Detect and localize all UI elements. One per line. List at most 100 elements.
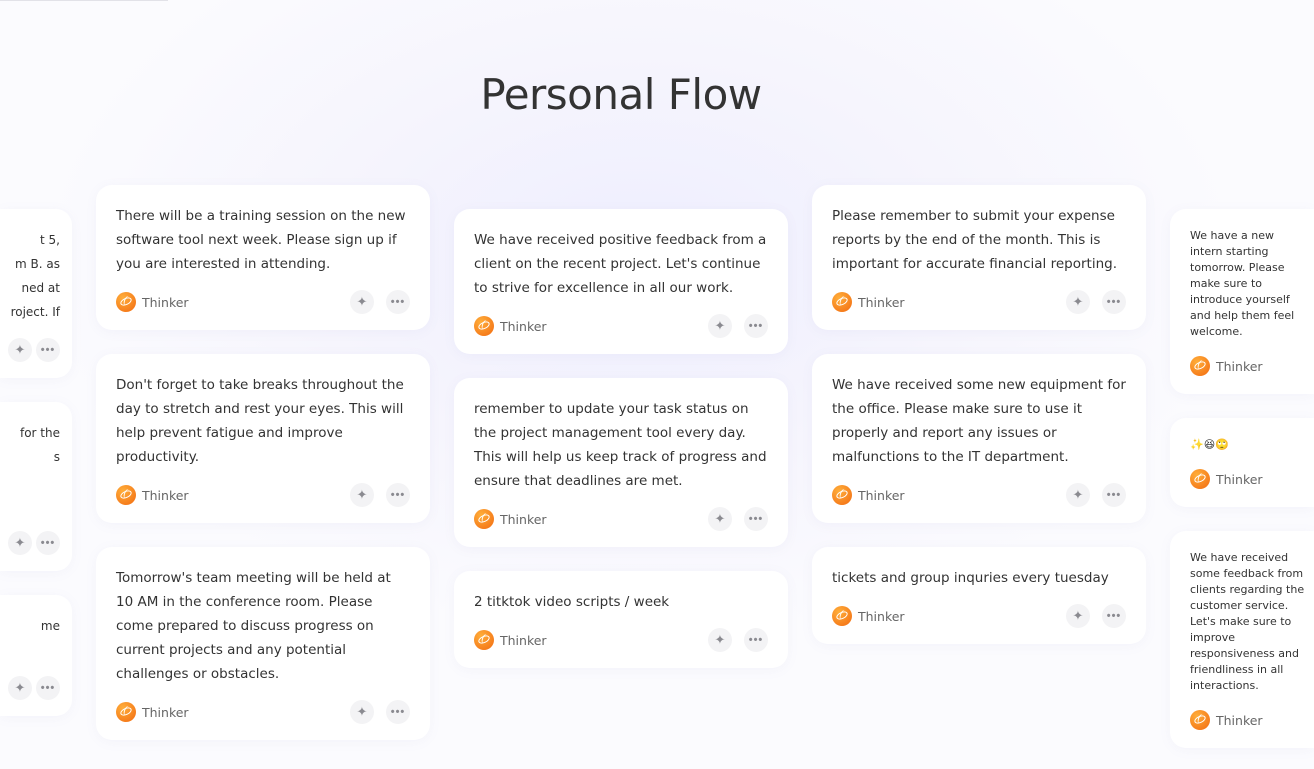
thinker-logo-icon xyxy=(1190,710,1210,730)
thinker-logo-icon xyxy=(116,292,136,312)
thinker-logo-icon xyxy=(832,606,852,626)
note-text: We have received positive feedback from … xyxy=(474,232,767,296)
note-footer: Thinker ✦ ••• xyxy=(474,628,768,652)
thinker-logo-icon xyxy=(1190,469,1210,489)
thinker-logo-icon xyxy=(832,292,852,312)
more-dots-icon[interactable]: ••• xyxy=(36,676,60,700)
column-3: Please remember to submit your expense r… xyxy=(812,185,1146,644)
note-card[interactable]: remember to update your task status on t… xyxy=(454,378,788,547)
note-text-line xyxy=(0,469,60,493)
note-text: Please remember to submit your expense r… xyxy=(832,208,1118,272)
sparkle-icon[interactable]: ✦ xyxy=(708,507,732,531)
more-dots-icon[interactable]: ••• xyxy=(36,531,60,555)
note-card[interactable]: Don't forget to take breaks throughout t… xyxy=(96,354,430,523)
note-card[interactable]: ✨😆🙄 Thinker xyxy=(1170,418,1314,507)
sparkle-icon[interactable]: ✦ xyxy=(708,628,732,652)
more-dots-icon[interactable]: ••• xyxy=(386,483,410,507)
note-text-line: roject. If xyxy=(10,305,60,319)
thinker-logo-icon xyxy=(474,630,494,650)
note-text: for the s xyxy=(0,421,60,517)
note-text: me xyxy=(0,614,60,662)
note-text: ✨😆🙄 xyxy=(1190,438,1229,451)
note-footer: Thinker ✦ ••• xyxy=(832,290,1126,314)
note-footer: ✦ ••• xyxy=(0,531,60,555)
note-footer: Thinker ✦ ••• xyxy=(474,507,768,531)
more-dots-icon[interactable]: ••• xyxy=(744,628,768,652)
sparkle-icon[interactable]: ✦ xyxy=(8,676,32,700)
author-label: Thinker xyxy=(500,511,547,527)
note-text: We have received some new equipment for … xyxy=(832,377,1126,465)
thinker-logo-icon xyxy=(1190,356,1210,376)
note-card[interactable]: We have received some feedback from clie… xyxy=(1170,531,1314,748)
note-text-line xyxy=(0,638,60,662)
more-dots-icon[interactable]: ••• xyxy=(1102,290,1126,314)
note-card[interactable]: We have received positive feedback from … xyxy=(454,209,788,354)
thinker-logo-icon xyxy=(474,509,494,529)
note-card[interactable]: t 5, m B. as ned at roject. If ✦ ••• xyxy=(0,209,72,378)
sparkle-icon[interactable]: ✦ xyxy=(1066,604,1090,628)
note-card[interactable]: Tomorrow's team meeting will be held at … xyxy=(96,547,430,740)
more-dots-icon[interactable]: ••• xyxy=(744,507,768,531)
note-text-line: s xyxy=(53,450,60,464)
note-text: There will be a training session on the … xyxy=(116,208,406,272)
more-dots-icon[interactable]: ••• xyxy=(386,290,410,314)
note-text-line xyxy=(0,493,60,517)
author-label: Thinker xyxy=(500,632,547,648)
note-footer: Thinker xyxy=(1190,467,1308,491)
sparkle-icon[interactable]: ✦ xyxy=(1066,483,1090,507)
author-label: Thinker xyxy=(142,487,189,503)
column-4: We have a new intern starting tomorrow. … xyxy=(1170,209,1314,748)
note-card[interactable]: 2 titktok video scripts / week Thinker ✦ ••… xyxy=(454,571,788,668)
note-footer: Thinker ✦ ••• xyxy=(116,290,410,314)
sparkle-icon[interactable]: ✦ xyxy=(350,290,374,314)
author-label: Thinker xyxy=(142,294,189,310)
more-dots-icon[interactable]: ••• xyxy=(744,314,768,338)
more-dots-icon[interactable]: ••• xyxy=(36,338,60,362)
more-dots-icon[interactable]: ••• xyxy=(1102,483,1126,507)
thinker-logo-icon xyxy=(116,702,136,722)
note-footer: Thinker ✦ ••• xyxy=(474,314,768,338)
note-text: remember to update your task status on t… xyxy=(474,401,767,489)
note-card[interactable]: There will be a training session on the … xyxy=(96,185,430,330)
note-text: t 5, m B. as ned at roject. If xyxy=(0,228,60,324)
note-footer: ✦ ••• xyxy=(0,338,60,362)
note-text: tickets and group inquries every tuesday xyxy=(832,570,1109,586)
note-text-line: me xyxy=(40,619,60,633)
note-footer: Thinker ✦ ••• xyxy=(832,604,1126,628)
author-label: Thinker xyxy=(1216,712,1263,728)
more-dots-icon[interactable]: ••• xyxy=(1102,604,1126,628)
top-divider xyxy=(0,0,168,1)
note-footer: Thinker ✦ ••• xyxy=(832,483,1126,507)
more-dots-icon[interactable]: ••• xyxy=(386,700,410,724)
note-card[interactable]: me ✦ ••• xyxy=(0,595,72,716)
sparkle-icon[interactable]: ✦ xyxy=(8,338,32,362)
author-label: Thinker xyxy=(1216,358,1263,374)
sparkle-icon[interactable]: ✦ xyxy=(708,314,732,338)
sparkle-icon[interactable]: ✦ xyxy=(8,531,32,555)
thinker-logo-icon xyxy=(474,316,494,336)
note-text: Tomorrow's team meeting will be held at … xyxy=(116,570,391,682)
note-card[interactable]: tickets and group inquries every tuesday… xyxy=(812,547,1146,644)
sparkle-icon[interactable]: ✦ xyxy=(350,483,374,507)
note-text-line: for the xyxy=(19,426,60,440)
note-footer: Thinker xyxy=(1190,354,1308,378)
note-text: Don't forget to take breaks throughout t… xyxy=(116,377,404,465)
column-0: t 5, m B. as ned at roject. If ✦ ••• for the s ✦… xyxy=(0,209,72,716)
note-text: We have received some feedback from clie… xyxy=(1190,551,1305,692)
sparkle-icon[interactable]: ✦ xyxy=(1066,290,1090,314)
sparkle-icon[interactable]: ✦ xyxy=(350,700,374,724)
note-text-line: t 5, xyxy=(40,233,60,247)
note-card[interactable]: Please remember to submit your expense r… xyxy=(812,185,1146,330)
note-card[interactable]: We have received some new equipment for … xyxy=(812,354,1146,523)
note-card[interactable]: We have a new intern starting tomorrow. … xyxy=(1170,209,1314,394)
note-text: 2 titktok video scripts / week xyxy=(474,594,670,610)
author-label: Thinker xyxy=(1216,471,1263,487)
note-card[interactable]: for the s ✦ ••• xyxy=(0,402,72,571)
author-label: Thinker xyxy=(858,487,905,503)
author-label: Thinker xyxy=(858,608,905,624)
note-footer: Thinker xyxy=(1190,708,1308,732)
note-text: We have a new intern starting tomorrow. … xyxy=(1190,229,1295,338)
thinker-logo-icon xyxy=(116,485,136,505)
note-footer: Thinker ✦ ••• xyxy=(116,700,410,724)
thinker-logo-icon xyxy=(832,485,852,505)
